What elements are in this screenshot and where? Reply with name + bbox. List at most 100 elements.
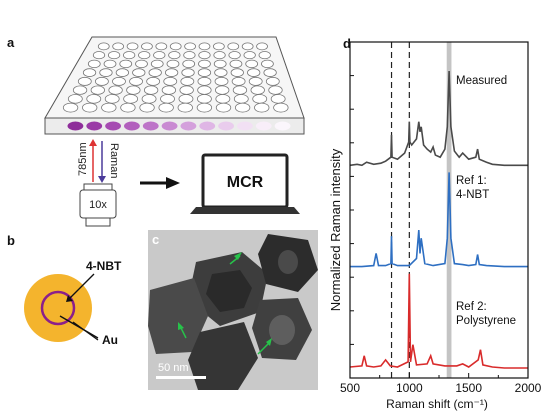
well <box>248 76 263 86</box>
well <box>87 59 101 69</box>
panel-c-tem-image: 50 nm c <box>148 230 318 390</box>
tem-arrowhead-2 <box>178 322 184 330</box>
nanoparticle-2 <box>148 278 208 354</box>
well <box>268 85 283 95</box>
well <box>77 76 92 86</box>
well <box>138 51 151 60</box>
well <box>155 42 168 51</box>
sample-well <box>105 121 121 131</box>
series-label: Ref 1: <box>456 175 487 187</box>
well <box>197 85 212 95</box>
series-label: Ref 2: <box>456 301 487 313</box>
well <box>141 42 153 51</box>
core-ring <box>40 290 76 326</box>
well <box>160 94 175 104</box>
sample-wells-row <box>67 121 291 131</box>
shell-pointer-head <box>66 295 73 302</box>
series-label: Polystyrene <box>456 315 516 327</box>
well <box>158 102 174 113</box>
well <box>104 94 120 104</box>
well <box>82 68 97 77</box>
panel-label-d: d <box>343 36 351 51</box>
core-label: Au <box>102 333 118 347</box>
well <box>139 102 155 113</box>
shell-label: 4-NBT <box>86 259 122 273</box>
well <box>233 94 249 104</box>
raman-arrowhead <box>98 176 106 183</box>
well <box>215 102 232 113</box>
well <box>90 85 105 95</box>
panel-a-schematic: 785nm Raman 10x MCR <box>44 36 305 227</box>
well <box>62 102 79 113</box>
well <box>153 51 166 60</box>
excitation-label: 785nm <box>77 142 89 176</box>
scale-bar <box>156 376 206 379</box>
well <box>197 76 212 86</box>
series-label: Measured <box>456 75 507 87</box>
well <box>112 42 125 51</box>
well <box>99 68 113 77</box>
well <box>126 85 141 95</box>
well <box>103 59 117 69</box>
nanoparticle-4 <box>188 322 258 390</box>
well <box>213 42 225 51</box>
well <box>213 51 226 60</box>
well <box>196 94 212 104</box>
well <box>163 76 178 86</box>
well <box>123 94 139 104</box>
x-tick-label: 1500 <box>455 381 482 395</box>
well <box>241 42 254 51</box>
well <box>261 59 274 69</box>
well <box>250 85 265 95</box>
sample-well <box>180 121 197 131</box>
nanoparticle-5-core <box>269 315 295 345</box>
well <box>86 94 102 104</box>
well <box>228 51 241 60</box>
well <box>141 94 157 104</box>
well <box>231 76 246 86</box>
well <box>214 76 229 86</box>
x-tick-label: 500 <box>340 381 360 395</box>
sample-well <box>255 121 272 131</box>
well <box>178 94 194 104</box>
nanoparticle-3-core <box>278 250 298 274</box>
well <box>166 59 180 69</box>
well <box>213 59 227 69</box>
flow-arrowhead <box>166 177 180 189</box>
core-pointer-2 <box>72 321 99 341</box>
well <box>169 42 182 51</box>
raman-label: Raman <box>108 143 120 178</box>
well <box>108 85 123 95</box>
well <box>164 68 179 77</box>
tem-arrowhead-3 <box>266 338 272 346</box>
shell-pointer <box>69 273 95 299</box>
well <box>92 51 106 60</box>
well <box>184 42 196 51</box>
well <box>135 59 148 69</box>
sample-well <box>142 121 159 131</box>
sample-well <box>86 121 103 131</box>
well <box>254 102 270 113</box>
well <box>247 68 261 77</box>
objective-body <box>83 183 113 191</box>
well <box>229 59 243 69</box>
well <box>168 51 181 60</box>
well <box>143 85 159 95</box>
sample-well <box>161 121 178 131</box>
sample-well <box>67 121 84 131</box>
well <box>115 68 130 77</box>
nanoparticle-1-core <box>206 270 252 312</box>
sample-well <box>237 121 253 131</box>
series-label: 4-NBT <box>456 189 489 201</box>
panel-b-nanoparticle-schematic: 4-NBT Au <box>24 259 122 347</box>
panel-label-a: a <box>7 35 15 50</box>
well <box>214 68 228 77</box>
well <box>120 102 136 113</box>
well <box>263 68 277 77</box>
well <box>181 68 195 77</box>
well <box>198 51 211 60</box>
well <box>148 68 162 77</box>
well <box>215 94 231 104</box>
well-grid <box>62 42 289 113</box>
well <box>72 85 88 95</box>
